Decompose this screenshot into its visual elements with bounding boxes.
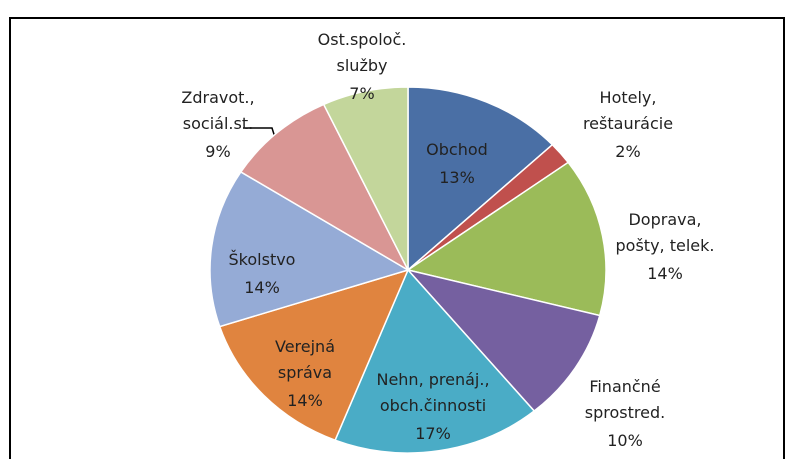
value-label: 13%	[439, 168, 475, 187]
value-label: 9%	[205, 142, 230, 161]
pie-slice	[334, 268, 536, 454]
value-label: 14%	[287, 391, 323, 410]
slice-label: Nehn, prenáj., obch.činnosti	[376, 370, 489, 415]
pie-slice	[407, 86, 554, 272]
value-label: 2%	[615, 142, 640, 161]
pie-slice	[322, 86, 409, 271]
slice-label: Doprava, pošty, telek.	[616, 210, 715, 255]
slice-label: Finančné sprostred.	[585, 377, 665, 422]
slice-label: Hotely, reštaurácie	[583, 88, 673, 133]
value-label: 7%	[349, 84, 374, 103]
slice-label: Ost.spoloč. služby	[318, 30, 407, 75]
pie-slice	[239, 103, 410, 272]
slice-label: Verejná správa	[275, 337, 335, 382]
pie-slice	[406, 161, 607, 317]
slice-label: Školstvo	[229, 250, 296, 269]
slice-label: Obchod	[426, 140, 488, 159]
slice-label: Zdravot., sociál.st.	[181, 88, 254, 133]
pie-slice	[405, 268, 601, 413]
value-label: 17%	[415, 424, 451, 443]
value-label: 14%	[244, 278, 280, 297]
value-label: 14%	[647, 264, 683, 283]
value-label: 10%	[607, 431, 643, 450]
pie-slice	[209, 170, 410, 328]
